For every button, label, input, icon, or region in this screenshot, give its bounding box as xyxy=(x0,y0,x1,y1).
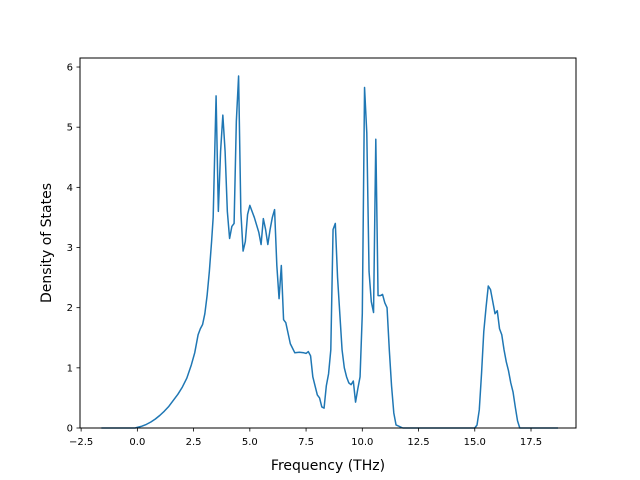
plot-area xyxy=(80,58,576,428)
x-tick-label: 0.0 xyxy=(129,437,145,448)
y-tick-label: 6 xyxy=(67,63,73,74)
x-tick-label: −2.5 xyxy=(69,437,93,448)
x-tick-label: 2.5 xyxy=(186,437,202,448)
series-layer xyxy=(101,75,558,429)
y-axis: 0 1 2 3 4 5 6 xyxy=(67,63,80,435)
x-tick-label: 10.0 xyxy=(351,437,373,448)
x-tick-label: 5.0 xyxy=(242,437,258,448)
x-tick-label: 17.5 xyxy=(520,437,542,448)
x-axis: −2.5 0.0 2.5 5.0 7.5 10.0 12.5 15.0 17.5 xyxy=(69,428,542,448)
dos-line xyxy=(101,75,558,429)
y-tick-label: 4 xyxy=(67,183,73,194)
y-tick-label: 1 xyxy=(67,363,73,374)
x-tick-label: 15.0 xyxy=(464,437,486,448)
x-axis-label: Frequency (THz) xyxy=(271,458,385,474)
y-axis-label: Density of States xyxy=(39,183,55,303)
x-tick-label: 12.5 xyxy=(407,437,429,448)
y-tick-label: 0 xyxy=(67,424,73,435)
plot-frame xyxy=(79,57,577,429)
y-tick-label: 5 xyxy=(67,123,73,134)
y-tick-label: 3 xyxy=(67,243,73,254)
x-tick-label: 7.5 xyxy=(298,437,314,448)
y-tick-label: 2 xyxy=(67,303,73,314)
